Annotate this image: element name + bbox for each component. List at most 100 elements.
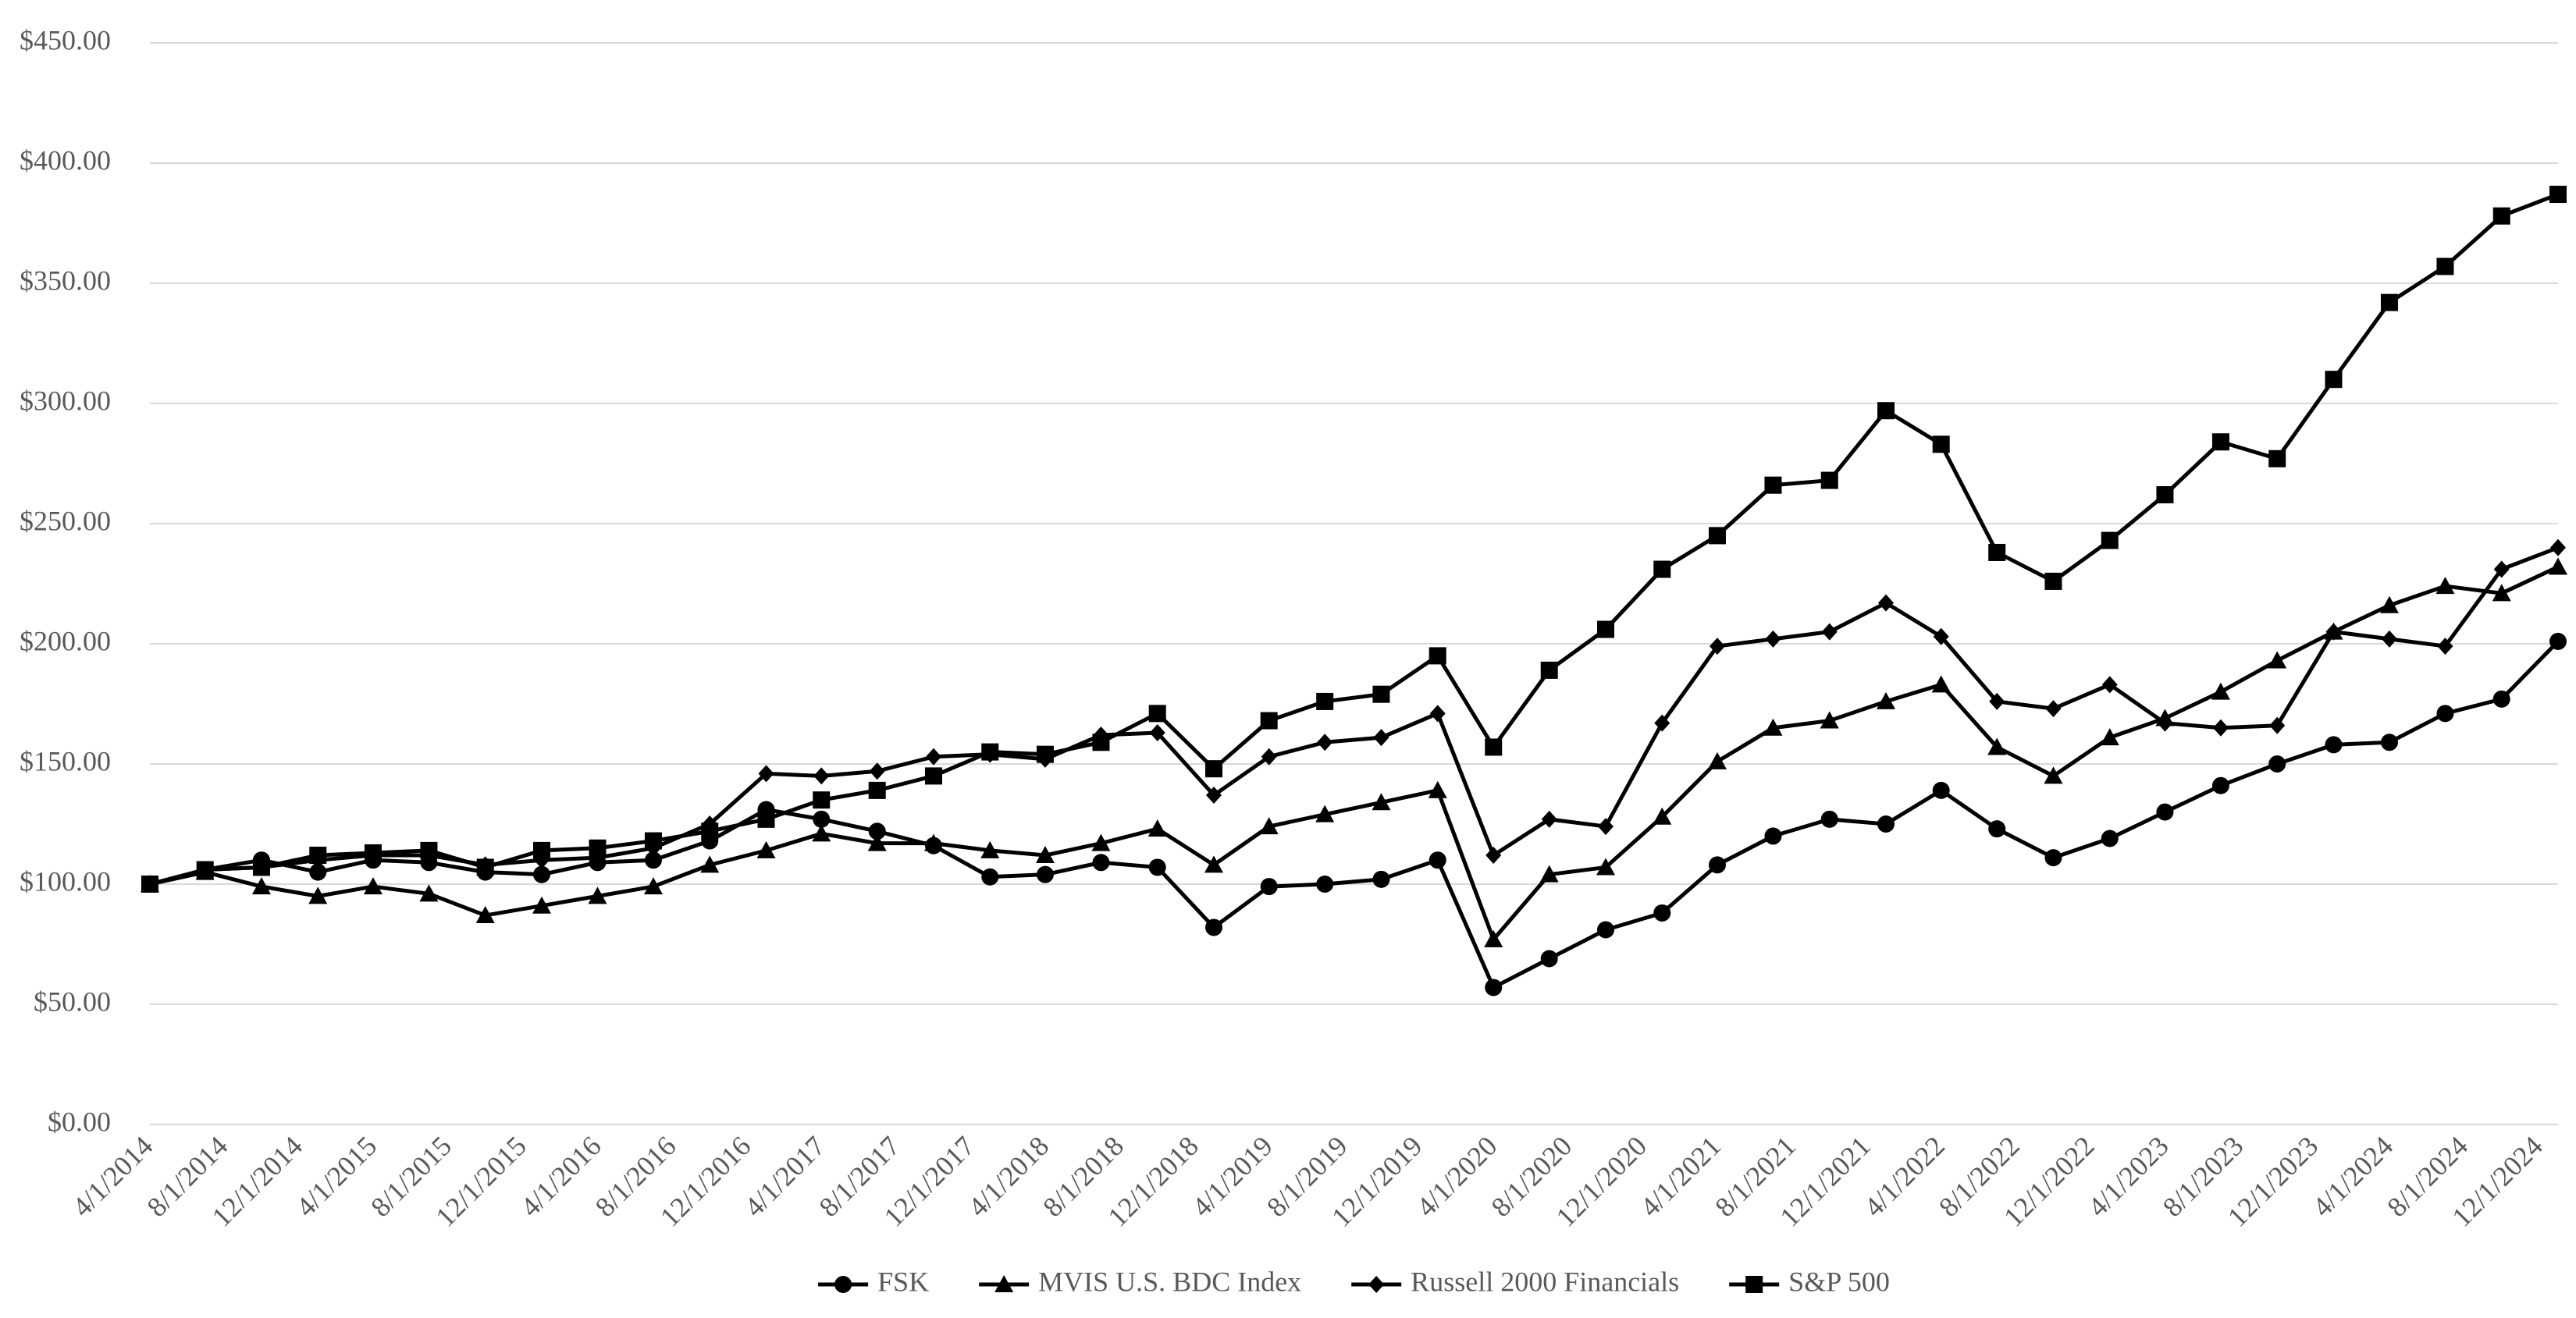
marker bbox=[1149, 723, 1165, 741]
marker bbox=[1372, 685, 1390, 703]
marker bbox=[2549, 632, 2567, 650]
marker bbox=[1429, 647, 1446, 665]
legend: FSK MVIS U.S. BDC Index Russell 2000 Finan… bbox=[818, 1266, 1890, 1297]
marker bbox=[1316, 692, 1334, 710]
marker bbox=[2211, 682, 2230, 700]
marker bbox=[1765, 630, 1781, 648]
legend-item: FSK bbox=[818, 1266, 929, 1297]
marker bbox=[589, 839, 607, 857]
marker bbox=[1820, 711, 1839, 729]
marker bbox=[309, 847, 327, 865]
marker bbox=[2045, 700, 2062, 718]
marker bbox=[1092, 734, 1110, 751]
y-tick-label: $100.00 bbox=[20, 865, 111, 897]
marker bbox=[2156, 486, 2174, 504]
marker bbox=[2379, 595, 2399, 613]
marker bbox=[701, 822, 719, 840]
marker bbox=[1315, 805, 1335, 822]
marker bbox=[1989, 692, 2005, 710]
marker bbox=[1036, 865, 1054, 883]
legend-item: MVIS U.S. BDC Index bbox=[979, 1266, 1301, 1297]
marker bbox=[1260, 712, 1278, 730]
marker bbox=[1707, 751, 1727, 769]
y-tick-label: $450.00 bbox=[20, 24, 111, 55]
x-tick-label: 4/1/2024 bbox=[2306, 1130, 2399, 1223]
x-tick-label: 4/1/2022 bbox=[1858, 1130, 1951, 1223]
marker bbox=[1316, 876, 1334, 893]
marker bbox=[1708, 527, 1726, 545]
y-tick-label: $400.00 bbox=[20, 144, 111, 176]
y-tick-label: $0.00 bbox=[48, 1106, 111, 1137]
marker bbox=[420, 841, 438, 859]
marker bbox=[2100, 728, 2119, 746]
marker bbox=[2380, 734, 2398, 751]
marker bbox=[2157, 714, 2173, 732]
x-tick-label: 4/1/2017 bbox=[738, 1130, 831, 1223]
marker bbox=[1204, 918, 1222, 936]
marker bbox=[2269, 716, 2286, 734]
marker bbox=[1148, 858, 1166, 876]
marker bbox=[2493, 560, 2510, 578]
marker bbox=[364, 844, 382, 861]
y-tick-label: $250.00 bbox=[20, 505, 111, 536]
marker bbox=[532, 896, 551, 914]
marker bbox=[834, 1276, 852, 1293]
marker bbox=[868, 822, 886, 840]
marker bbox=[1092, 854, 1110, 872]
marker bbox=[2101, 531, 2119, 549]
legend-label: MVIS U.S. BDC Index bbox=[1038, 1266, 1301, 1297]
marker bbox=[1260, 878, 1278, 896]
marker bbox=[1931, 675, 1951, 693]
marker bbox=[2492, 207, 2510, 225]
marker bbox=[644, 832, 662, 850]
marker bbox=[2211, 433, 2229, 451]
marker bbox=[532, 865, 550, 883]
marker bbox=[2325, 736, 2343, 754]
x-tick-label: 4/1/2015 bbox=[290, 1130, 382, 1223]
series-line bbox=[149, 545, 2559, 886]
marker bbox=[309, 863, 327, 881]
marker bbox=[2212, 719, 2229, 737]
marker bbox=[981, 868, 999, 886]
marker bbox=[1745, 1276, 1763, 1293]
legend-item: Russell 2000 Financials bbox=[1351, 1266, 1679, 1297]
y-tick-label: $350.00 bbox=[20, 265, 111, 296]
marker bbox=[1764, 476, 1782, 494]
marker bbox=[756, 840, 776, 858]
marker bbox=[981, 743, 999, 761]
legend-label: Russell 2000 Financials bbox=[1411, 1266, 1679, 1297]
marker bbox=[1820, 810, 1838, 828]
marker bbox=[1373, 729, 1389, 747]
marker bbox=[1091, 833, 1111, 851]
marker bbox=[2044, 572, 2062, 590]
marker bbox=[419, 884, 439, 902]
marker bbox=[1485, 738, 1503, 756]
marker bbox=[1540, 661, 1558, 679]
marker bbox=[1539, 865, 1559, 883]
marker bbox=[1763, 718, 1783, 736]
marker bbox=[1429, 851, 1446, 869]
marker bbox=[644, 851, 662, 869]
marker bbox=[1988, 820, 2006, 838]
marker bbox=[2380, 293, 2398, 311]
marker bbox=[1876, 691, 1895, 709]
marker bbox=[1204, 760, 1222, 778]
marker bbox=[1654, 714, 1670, 732]
marker bbox=[1261, 748, 1277, 766]
marker bbox=[994, 1275, 1014, 1292]
marker bbox=[1709, 638, 1725, 655]
marker bbox=[2492, 690, 2510, 708]
y-tick-label: $300.00 bbox=[20, 385, 111, 416]
x-tick-label: 4/1/2014 bbox=[66, 1130, 159, 1223]
marker bbox=[1317, 734, 1333, 751]
marker bbox=[643, 877, 663, 895]
marker bbox=[1877, 594, 1894, 612]
marker bbox=[1484, 929, 1503, 947]
marker bbox=[2437, 638, 2453, 655]
marker bbox=[1541, 810, 1557, 828]
marker bbox=[1821, 623, 1838, 641]
legend-label: S&P 500 bbox=[1788, 1266, 1890, 1297]
marker bbox=[1036, 745, 1054, 763]
